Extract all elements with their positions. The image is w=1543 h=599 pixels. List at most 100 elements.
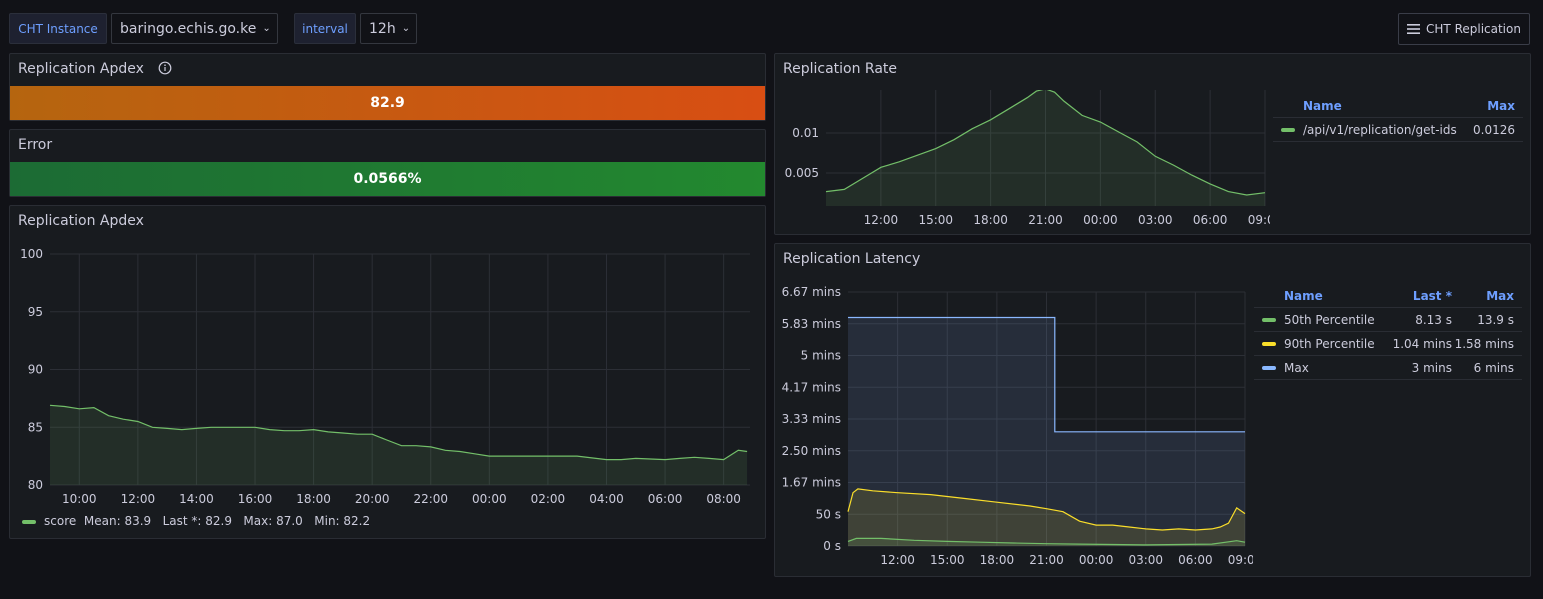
error-stat-value: 0.0566% <box>10 162 765 196</box>
apdex-stat-panel: Replication Apdex 82.9 <box>9 53 766 121</box>
legend-max-value: 13.9 s <box>1477 312 1514 327</box>
x-tick-label: 02:00 <box>531 492 566 506</box>
menu-icon <box>1407 24 1421 34</box>
series-line-50th-percentile <box>847 537 1246 546</box>
chevron-down-icon: ⌄ <box>262 23 271 34</box>
legend-swatch <box>1262 318 1276 322</box>
y-tick-label: 4.17 mins <box>782 380 841 394</box>
apdex-timeseries-panel: Replication Apdex 100 95 90 85 80 10:00 12:00 1… <box>9 205 766 539</box>
latency-chart: 6.67 mins 5.83 mins 5 mins 4.17 mins 3.33 mi… <box>782 285 1253 567</box>
x-tick-label: 12:00 <box>864 213 899 227</box>
x-tick-label: 08:00 <box>706 492 741 506</box>
x-tick-label: 06:00 <box>1178 553 1213 567</box>
legend-row[interactable]: /api/v1/replication/get-ids 0.0126 <box>1273 118 1523 142</box>
info-icon[interactable] <box>158 61 172 75</box>
series-area-50th-percentile <box>848 538 1245 546</box>
apdex-stat-value: 82.9 <box>10 86 765 120</box>
x-tick-label: 03:00 <box>1128 553 1163 567</box>
legend-series-name: 50th Percentile <box>1284 312 1375 327</box>
instance-variable-select[interactable]: baringo.echis.go.ke ⌄ <box>111 13 278 44</box>
series-area-api-v1-replication-get-ids <box>826 90 1265 206</box>
x-tick-label: 22:00 <box>413 492 448 506</box>
panel-title: Replication Apdex <box>18 61 172 77</box>
x-tick-label: 00:00 <box>1079 553 1114 567</box>
y-tick-label: 5 mins <box>801 349 841 363</box>
legend-header: Name Last * Max <box>1254 284 1522 308</box>
legend-col-name[interactable]: Name <box>1303 98 1342 113</box>
panel-title: Error <box>18 137 53 153</box>
x-tick-label: 14:00 <box>179 492 214 506</box>
legend-row[interactable]: 50th Percentile 8.13 s 13.9 s <box>1254 308 1522 332</box>
dashboard-links-label: CHT Replication <box>1426 22 1521 36</box>
series-area-90th-percentile <box>848 488 1245 546</box>
rate-legend: Name Max /api/v1/replication/get-ids 0.0… <box>1273 94 1523 142</box>
x-tick-label: 09:00 <box>1228 553 1253 567</box>
y-tick-label: 85 <box>28 420 43 434</box>
legend-last-value: 8.13 s <box>1415 312 1452 327</box>
y-tick-label: 2.50 mins <box>782 444 841 458</box>
rate-timeseries-panel: Replication Rate 0.01 0.005 12:00 15:00 18:0… <box>774 53 1531 235</box>
legend-stats: Mean: 83.9 Last *: 82.9 Max: 87.0 Min: 8… <box>83 514 371 528</box>
x-tick-label: 03:00 <box>1138 213 1173 227</box>
y-tick-label: 0.01 <box>792 126 819 140</box>
x-tick-label: 16:00 <box>238 492 273 506</box>
y-tick-label: 50 s <box>816 507 841 521</box>
legend-col-last[interactable]: Last * <box>1412 288 1452 303</box>
legend-max-value: 0.0126 <box>1473 122 1515 137</box>
legend-swatch <box>22 519 36 524</box>
legend-max-value: 6 mins <box>1473 360 1514 375</box>
legend-series-name: Max <box>1284 360 1309 375</box>
error-stat-panel: Error 0.0566% <box>9 129 766 197</box>
y-tick-label: 1.67 mins <box>782 476 841 490</box>
legend-last-value: 1.04 mins <box>1392 336 1452 351</box>
series-line-score <box>49 404 748 461</box>
legend-swatch <box>1262 366 1276 370</box>
legend-series-name: 90th Percentile <box>1284 336 1375 351</box>
x-tick-label: 12:00 <box>880 553 915 567</box>
y-tick-label: 0.005 <box>785 166 819 180</box>
apdex-chart: 100 95 90 85 80 10:00 12:00 14:00 16:00 18:00 20:0… <box>20 247 750 506</box>
apdex-legend: score Mean: 83.9 Last *: 82.9 Max: 87.0 … <box>22 514 370 528</box>
x-tick-label: 18:00 <box>973 213 1008 227</box>
dashboard-links-button[interactable]: CHT Replication <box>1398 13 1530 45</box>
x-tick-label: 04:00 <box>589 492 624 506</box>
legend-row[interactable]: 90th Percentile 1.04 mins 1.58 mins <box>1254 332 1522 356</box>
x-tick-label: 06:00 <box>648 492 683 506</box>
legend-col-name[interactable]: Name <box>1284 288 1323 303</box>
legend-col-max[interactable]: Max <box>1486 288 1514 303</box>
y-tick-label: 95 <box>28 305 43 319</box>
y-tick-label: 0 s <box>823 539 841 553</box>
y-tick-label: 3.33 mins <box>782 412 841 426</box>
y-tick-label: 100 <box>20 247 43 261</box>
interval-variable-label: interval <box>294 13 356 44</box>
instance-variable-label: CHT Instance <box>9 13 107 44</box>
latency-timeseries-panel: Replication Latency 6.67 mins 5.83 mins 5 … <box>774 243 1531 577</box>
series-line-max <box>848 316 1245 433</box>
legend-col-max[interactable]: Max <box>1487 98 1515 113</box>
x-tick-label: 10:00 <box>62 492 97 506</box>
x-tick-label: 15:00 <box>918 213 953 227</box>
x-tick-label: 12:00 <box>121 492 156 506</box>
series-area-max <box>848 317 1245 546</box>
x-tick-label: 00:00 <box>1083 213 1118 227</box>
series-line-90th-percentile <box>847 488 1246 531</box>
interval-variable-select[interactable]: 12h ⌄ <box>360 13 417 44</box>
panel-title: Replication Apdex <box>18 213 144 229</box>
chevron-down-icon: ⌄ <box>401 23 411 34</box>
x-tick-label: 15:00 <box>930 553 965 567</box>
x-tick-label: 21:00 <box>1028 213 1063 227</box>
legend-row[interactable]: Max 3 mins 6 mins <box>1254 356 1522 380</box>
panel-title: Replication Rate <box>783 61 898 77</box>
latency-legend: Name Last * Max 50th Percentile 8.13 s 1… <box>1254 284 1522 380</box>
legend-series-name[interactable]: score <box>44 514 77 528</box>
legend-last-value: 3 mins <box>1411 360 1452 375</box>
y-tick-label: 6.67 mins <box>782 285 841 299</box>
y-tick-label: 90 <box>28 363 43 377</box>
y-tick-label: 5.83 mins <box>782 317 841 331</box>
y-tick-label: 80 <box>28 478 43 492</box>
instance-variable-value: baringo.echis.go.ke <box>120 20 257 37</box>
legend-header: Name Max <box>1273 94 1523 118</box>
interval-variable-value: 12h <box>369 20 396 37</box>
legend-max-value: 1.58 mins <box>1454 336 1514 351</box>
x-tick-label: 18:00 <box>980 553 1015 567</box>
